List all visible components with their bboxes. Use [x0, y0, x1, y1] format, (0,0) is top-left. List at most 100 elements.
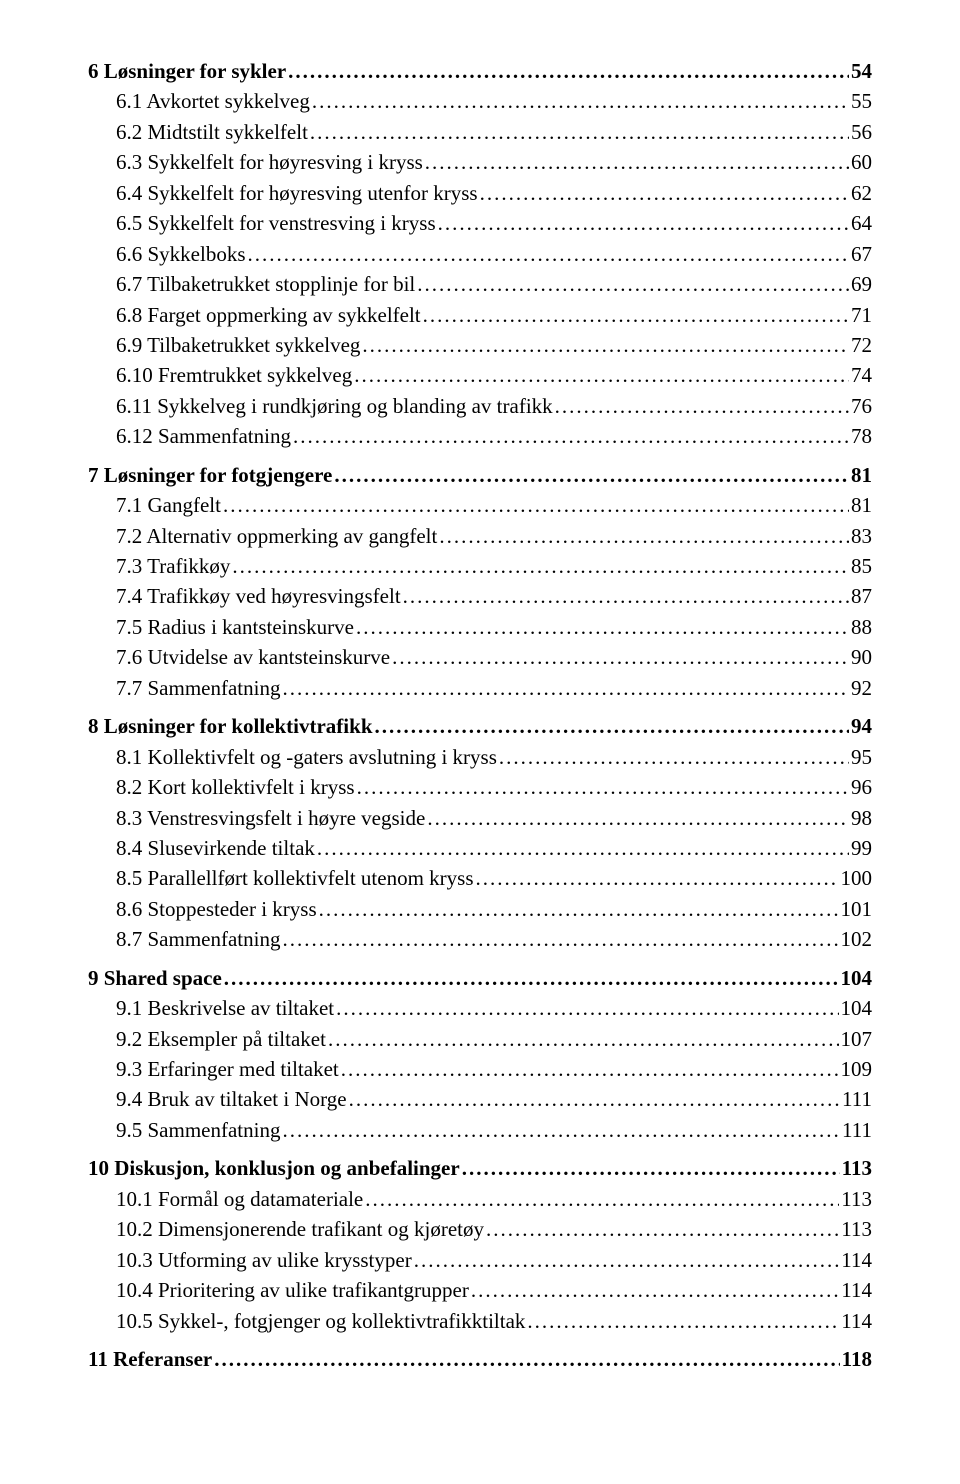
toc-entry-page: 56	[851, 117, 872, 147]
toc-leader-dots	[357, 772, 849, 802]
toc-leader-dots	[310, 117, 849, 147]
toc-leader-dots	[417, 269, 849, 299]
toc-entry-page: 113	[841, 1184, 872, 1214]
toc-section: 6.10 Fremtrukket sykkelveg 74	[88, 360, 872, 390]
toc-leader-dots	[232, 551, 849, 581]
toc-entry-page: 72	[851, 330, 872, 360]
toc-section: 6.5 Sykkelfelt for venstresving i kryss6…	[88, 208, 872, 238]
toc-leader-dots	[471, 1275, 839, 1305]
toc-entry-page: 104	[841, 993, 873, 1023]
toc-entry-title: 8.3 Venstresvingsfelt i høyre vegside	[116, 803, 425, 833]
toc-leader-dots	[349, 1084, 840, 1114]
toc-leader-dots	[319, 894, 839, 924]
toc-entry-title: 8.4 Slusevirkende tiltak	[116, 833, 315, 863]
toc-leader-dots	[223, 490, 849, 520]
toc-entry-title: 6.10 Fremtrukket sykkelveg	[116, 360, 352, 390]
table-of-contents: 6 Løsninger for sykler546.1 Avkortet syk…	[88, 56, 872, 1374]
toc-leader-dots	[527, 1306, 839, 1336]
toc-leader-dots	[341, 1054, 839, 1084]
toc-section: 6.12 Sammenfatning78	[88, 421, 872, 451]
toc-entry-page: 74	[851, 360, 872, 390]
toc-leader-dots	[328, 1024, 839, 1054]
toc-entry-title: 8 Løsninger for kollektivtrafikk	[88, 711, 373, 741]
toc-entry-page: 104	[841, 963, 873, 993]
toc-leader-dots	[375, 711, 850, 741]
toc-chapter: 7 Løsninger for fotgjengere81	[88, 460, 872, 490]
toc-section: 10.5 Sykkel-, fotgjenger og kollektivtra…	[88, 1306, 872, 1336]
toc-leader-dots	[214, 1344, 839, 1374]
toc-leader-dots	[282, 924, 838, 954]
toc-entry-page: 87	[851, 581, 872, 611]
toc-entry-page: 92	[851, 673, 872, 703]
toc-entry-page: 114	[841, 1245, 872, 1275]
toc-entry-title: 8.6 Stoppesteder i kryss	[116, 894, 317, 924]
toc-entry-title: 9.2 Eksempler på tiltaket	[116, 1024, 326, 1054]
toc-entry-page: 111	[842, 1084, 872, 1114]
toc-entry-title: 10.3 Utforming av ulike krysstyper	[116, 1245, 412, 1275]
toc-entry-title: 7.1 Gangfelt	[116, 490, 221, 520]
toc-section: 8.1 Kollektivfelt og -gaters avslutning …	[88, 742, 872, 772]
toc-entry-title: 7.7 Sammenfatning	[116, 673, 280, 703]
toc-section: 9.1 Beskrivelse av tiltaket104	[88, 993, 872, 1023]
toc-entry-title: 6 Løsninger for sykler	[88, 56, 286, 86]
toc-entry-title: 6.11 Sykkelveg i rundkjøring og blanding…	[116, 391, 553, 421]
toc-section: 6.8 Farget oppmerking av sykkelfelt71	[88, 300, 872, 330]
toc-leader-dots	[439, 521, 849, 551]
toc-entry-title: 6.3 Sykkelfelt for høyresving i kryss	[116, 147, 423, 177]
toc-leader-dots	[356, 612, 849, 642]
toc-entry-page: 54	[851, 56, 872, 86]
toc-section: 8.7 Sammenfatning 102	[88, 924, 872, 954]
toc-section: 7.3 Trafikkøy85	[88, 551, 872, 581]
toc-leader-dots	[334, 460, 849, 490]
toc-entry-page: 81	[851, 460, 872, 490]
toc-section: 6.2 Midtstilt sykkelfelt 56	[88, 117, 872, 147]
toc-section: 9.3 Erfaringer med tiltaket109	[88, 1054, 872, 1084]
toc-entry-page: 90	[851, 642, 872, 672]
toc-section: 8.5 Parallellført kollektivfelt utenom k…	[88, 863, 872, 893]
toc-entry-page: 109	[841, 1054, 873, 1084]
toc-entry-page: 96	[851, 772, 872, 802]
toc-entry-title: 10.1 Formål og datamateriale	[116, 1184, 363, 1214]
toc-leader-dots	[224, 963, 839, 993]
toc-leader-dots	[392, 642, 849, 672]
toc-section: 7.5 Radius i kantsteinskurve88	[88, 612, 872, 642]
toc-chapter: 6 Løsninger for sykler 54	[88, 56, 872, 86]
toc-entry-page: 118	[842, 1344, 872, 1374]
toc-entry-page: 99	[851, 833, 872, 863]
toc-leader-dots	[555, 391, 849, 421]
toc-entry-title: 8.1 Kollektivfelt og -gaters avslutning …	[116, 742, 497, 772]
toc-entry-title: 6.2 Midtstilt sykkelfelt	[116, 117, 308, 147]
toc-section: 10.3 Utforming av ulike krysstyper 114	[88, 1245, 872, 1275]
toc-entry-page: 55	[851, 86, 872, 116]
toc-section: 6.6 Sykkelboks67	[88, 239, 872, 269]
toc-leader-dots	[362, 330, 849, 360]
toc-leader-dots	[336, 993, 838, 1023]
toc-leader-dots	[317, 833, 849, 863]
toc-entry-page: 85	[851, 551, 872, 581]
toc-chapter: 10 Diskusjon, konklusjon og anbefalinger…	[88, 1153, 872, 1183]
toc-entry-page: 102	[841, 924, 873, 954]
toc-entry-page: 111	[842, 1115, 872, 1145]
toc-leader-dots	[427, 803, 849, 833]
toc-entry-title: 8.5 Parallellført kollektivfelt utenom k…	[116, 863, 474, 893]
toc-leader-dots	[282, 1115, 840, 1145]
toc-entry-page: 114	[841, 1275, 872, 1305]
toc-entry-title: 10.4 Prioritering av ulike trafikantgrup…	[116, 1275, 469, 1305]
toc-entry-title: 10.5 Sykkel-, fotgjenger og kollektivtra…	[116, 1306, 525, 1336]
toc-leader-dots	[288, 56, 849, 86]
toc-entry-title: 6.9 Tilbaketrukket sykkelveg	[116, 330, 360, 360]
toc-section: 7.6 Utvidelse av kantsteinskurve90	[88, 642, 872, 672]
toc-leader-dots	[438, 208, 849, 238]
toc-entry-title: 6.7 Tilbaketrukket stopplinje for bil	[116, 269, 415, 299]
toc-entry-page: 94	[851, 711, 872, 741]
toc-leader-dots	[425, 147, 849, 177]
toc-section: 10.2 Dimensjonerende trafikant og kjøret…	[88, 1214, 872, 1244]
toc-entry-page: 95	[851, 742, 872, 772]
toc-section: 7.1 Gangfelt81	[88, 490, 872, 520]
toc-section: 7.7 Sammenfatning 92	[88, 673, 872, 703]
toc-entry-title: 8.7 Sammenfatning	[116, 924, 280, 954]
toc-leader-dots	[354, 360, 849, 390]
toc-entry-title: 6.8 Farget oppmerking av sykkelfelt	[116, 300, 421, 330]
toc-entry-page: 113	[842, 1153, 872, 1183]
toc-section: 6.7 Tilbaketrukket stopplinje for bil69	[88, 269, 872, 299]
